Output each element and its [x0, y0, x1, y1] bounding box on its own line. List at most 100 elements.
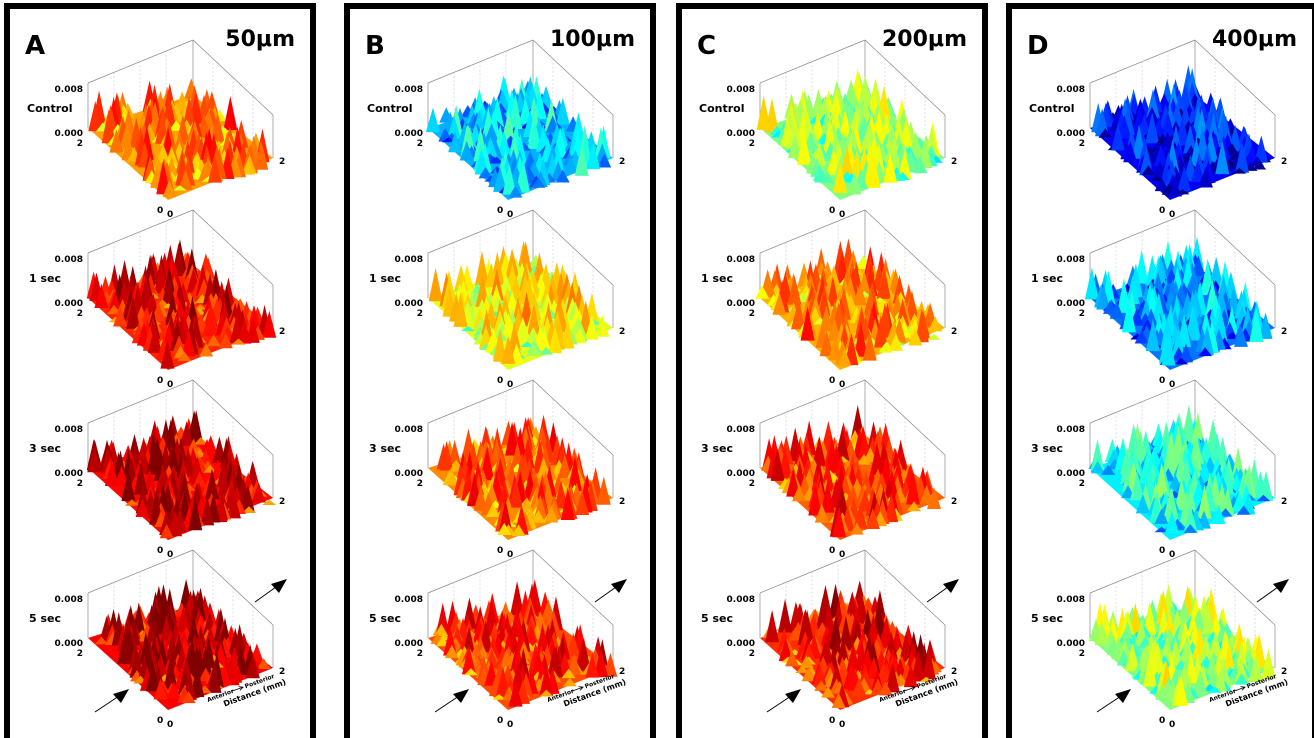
surface-peak — [765, 97, 780, 133]
surface-peak — [505, 421, 520, 456]
surface-peak — [202, 314, 217, 337]
surface-peak — [163, 655, 178, 689]
surface-peak — [1151, 291, 1166, 324]
surface-peak — [501, 312, 516, 338]
panel-size: 200μm — [882, 27, 967, 52]
surface-peak — [820, 460, 835, 492]
z-tick: 0.000 — [55, 129, 83, 139]
axis-line — [87, 549, 194, 594]
y-tick: 2 — [749, 479, 755, 489]
surface-peak — [262, 499, 277, 505]
surface-peak — [921, 647, 936, 680]
surface-peak — [1234, 641, 1249, 674]
x-tick: 2 — [1281, 497, 1287, 507]
axis-line — [759, 379, 866, 424]
surface-peak — [839, 145, 854, 180]
surface-peak — [865, 507, 880, 529]
row-label: Control — [699, 102, 744, 115]
surface-peak — [489, 268, 504, 301]
surface-peak — [562, 677, 577, 687]
y-tick: 2 — [417, 479, 423, 489]
axis-line — [1089, 39, 1196, 84]
origin-tick: 0 — [1169, 720, 1175, 730]
surface-peak — [254, 140, 269, 170]
surface-peak — [785, 650, 800, 667]
row-label: 1 sec — [701, 272, 733, 285]
surface-peak — [520, 341, 535, 348]
origin-tick: 0 — [157, 376, 163, 386]
surface-peak — [820, 686, 835, 698]
surface-peak — [1109, 301, 1124, 319]
surface-peak — [866, 153, 881, 188]
z-tick: 0.000 — [55, 299, 83, 309]
axis-line — [1089, 209, 1196, 254]
surface-peak — [1177, 599, 1192, 624]
surface-peak — [812, 664, 827, 686]
surface-peak — [1101, 464, 1116, 475]
surface-peak — [799, 655, 814, 669]
surface-peak — [489, 156, 504, 164]
surface-peak — [501, 109, 516, 143]
arrow-head — [785, 689, 801, 703]
surface-peak — [493, 166, 508, 192]
surface-peak — [1152, 161, 1167, 176]
surface-peak — [1208, 631, 1223, 657]
surface-peak — [1165, 488, 1180, 524]
surface-peak — [172, 185, 187, 191]
surface-peak — [536, 457, 551, 478]
z-tick: 0.000 — [727, 469, 755, 479]
surface-peak — [797, 132, 812, 165]
surface-peak — [1248, 654, 1263, 682]
surface-peak — [172, 335, 187, 354]
surface-peak — [192, 471, 207, 488]
row-label: 3 sec — [369, 442, 401, 455]
surface-peak — [566, 632, 581, 657]
surface-peak — [241, 160, 256, 175]
row-label: 1 sec — [29, 272, 61, 285]
surface-peak — [159, 524, 174, 539]
surface-peak — [1191, 255, 1206, 277]
surface-peak — [434, 623, 449, 637]
origin-tick: 0 — [829, 546, 835, 556]
surface-peak — [1123, 140, 1138, 163]
x-tick: 2 — [1281, 667, 1287, 677]
surface-peak — [1236, 505, 1251, 515]
x-tick: 2 — [1281, 327, 1287, 337]
surface-peak — [547, 326, 562, 354]
row-label: 5 sec — [1031, 612, 1063, 625]
surface-peak — [820, 480, 835, 513]
z-tick: 0.008 — [727, 85, 755, 95]
surface-peak — [485, 503, 500, 518]
surface-peak — [819, 330, 834, 357]
axis-line — [87, 379, 194, 424]
arrow-head — [1115, 689, 1131, 703]
surface-peak — [1252, 161, 1267, 170]
surface-peak — [232, 623, 247, 657]
origin-tick: 0 — [167, 720, 173, 730]
z-tick: 0.008 — [1057, 595, 1085, 605]
surface-peak — [493, 328, 508, 362]
surface-peak — [812, 435, 827, 467]
surface-peak — [1234, 657, 1249, 684]
surface-peak — [1094, 620, 1109, 646]
y-tick: 2 — [77, 649, 83, 659]
surface-peak — [129, 648, 144, 678]
surface-peak — [914, 308, 929, 343]
surface-peak — [1220, 486, 1235, 517]
surface-peak — [1198, 168, 1213, 188]
surface-peak — [526, 302, 541, 336]
axis-line — [759, 549, 866, 594]
origin-tick: 0 — [839, 550, 845, 560]
surface-peak — [463, 668, 478, 676]
origin-tick: 0 — [829, 206, 835, 216]
surface-peak — [772, 292, 787, 315]
surface-peak — [795, 665, 810, 673]
surface-peak — [1232, 491, 1247, 512]
surface-peak — [814, 680, 829, 691]
